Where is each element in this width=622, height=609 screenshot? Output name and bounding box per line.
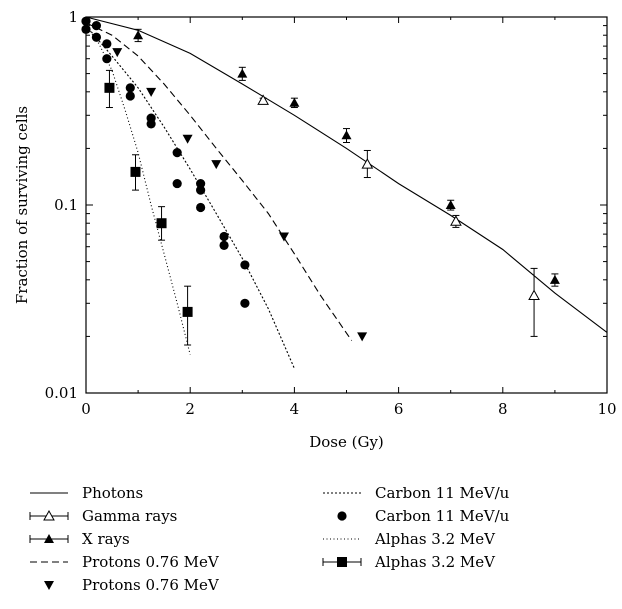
legend-item: Protons 0.76 MeV	[30, 553, 220, 571]
plot-frame	[85, 16, 608, 394]
data-point-carbon-11-mev-u	[172, 178, 182, 189]
series-line-carbon-11-mev-u	[85, 25, 295, 369]
data-point-carbon-11-mev-u	[240, 260, 250, 270]
data-point-x-rays	[445, 200, 456, 209]
data-point-alphas-3-2-mev	[104, 82, 115, 93]
axes-layer: 0 2 4 6 8 10 0.01 0.1 1	[45, 8, 617, 418]
data-point-carbon-11-mev-u	[219, 231, 229, 242]
legend-label: Photons	[82, 484, 143, 502]
x-tick-label: 6	[394, 400, 404, 418]
series-line-protons-0-76-mev	[85, 22, 353, 341]
legend-item: Carbon 11 MeV/u	[337, 507, 510, 525]
data-point-alphas-3-2-mev	[130, 166, 141, 177]
data-point-x-rays	[133, 30, 144, 40]
data-point-carbon-11-mev-u	[102, 54, 112, 64]
data-point-protons-0-76-mev	[182, 134, 193, 144]
data-point-x-rays	[341, 130, 352, 140]
legend-marker-swatch	[337, 511, 347, 521]
data-point-carbon-11-mev-u	[196, 178, 206, 189]
data-point-protons-0-76-mev	[278, 232, 289, 242]
data-point-carbon-11-mev-u	[240, 298, 250, 308]
x-tick-label: 4	[290, 400, 300, 418]
legend-marker-swatch	[337, 557, 347, 567]
data-point-gamma-rays	[528, 289, 540, 301]
data-point-x-rays	[289, 97, 300, 107]
legend-label: Alphas 3.2 MeV	[374, 553, 496, 571]
data-point-carbon-11-mev-u	[91, 21, 102, 31]
y-tick-label: 1	[68, 8, 78, 26]
x-tick-label: 2	[185, 400, 195, 418]
x-axis-label: Dose (Gy)	[309, 433, 384, 451]
data-point-protons-0-76-mev	[146, 87, 157, 97]
legend-label: Carbon 11 MeV/u	[375, 484, 510, 502]
legend: Photons Gamma rays X rays Protons 0.76 MeV P…	[29, 484, 510, 594]
data-point-x-rays	[549, 274, 560, 284]
legend-label: Carbon 11 MeV/u	[375, 507, 510, 525]
data-point-gamma-rays	[257, 94, 269, 105]
data-point-carbon-11-mev-u	[146, 119, 156, 129]
x-tick-label: 10	[597, 400, 616, 418]
legend-item: Alphas 3.2 MeV	[323, 530, 496, 548]
legend-item: Protons 0.76 MeV	[44, 576, 220, 594]
x-tick-label: 8	[498, 400, 508, 418]
data-point-alphas-3-2-mev	[182, 306, 193, 317]
legend-item: X rays	[29, 530, 130, 548]
legend-item: Gamma rays	[29, 507, 177, 525]
data-point-protons-0-76-mev	[357, 332, 368, 342]
data-point-carbon-11-mev-u	[196, 202, 206, 213]
series-line-photons	[85, 16, 608, 333]
data-point-gamma-rays	[361, 158, 374, 169]
legend-marker-swatch	[43, 509, 55, 521]
legend-item: Alphas 3.2 MeV	[322, 553, 496, 571]
legend-label: X rays	[82, 530, 130, 548]
legend-item: Carbon 11 MeV/u	[323, 484, 510, 502]
legend-label: Protons 0.76 MeV	[82, 553, 220, 571]
legend-label: Gamma rays	[82, 507, 177, 525]
legend-label: Alphas 3.2 MeV	[374, 530, 496, 548]
data-point-carbon-11-mev-u	[196, 185, 206, 195]
data-point-carbon-11-mev-u	[172, 147, 182, 158]
data-point-carbon-11-mev-u	[125, 91, 135, 101]
y-tick-label: 0.01	[45, 384, 78, 402]
data-point-alphas-3-2-mev	[156, 218, 167, 229]
data-point-carbon-11-mev-u	[91, 32, 102, 42]
markers-layer	[81, 16, 560, 346]
series-line-alphas-3-2-mev	[85, 25, 191, 355]
legend-label: Protons 0.76 MeV	[82, 576, 220, 594]
data-point-protons-0-76-mev	[211, 160, 222, 170]
legend-marker-swatch	[44, 534, 54, 543]
legend-item: Photons	[30, 484, 143, 502]
plot-border	[85, 16, 608, 394]
curves-layer	[85, 16, 608, 369]
data-point-carbon-11-mev-u	[125, 83, 135, 93]
legend-marker-swatch	[44, 581, 54, 590]
data-point-protons-0-76-mev	[112, 48, 123, 58]
data-point-carbon-11-mev-u	[102, 39, 112, 49]
data-point-x-rays	[237, 68, 248, 78]
data-point-carbon-11-mev-u	[219, 240, 229, 250]
y-tick-label: 0.1	[54, 196, 78, 214]
x-tick-label: 0	[81, 400, 91, 418]
data-point-gamma-rays	[450, 215, 462, 226]
data-point-carbon-11-mev-u	[81, 24, 91, 34]
y-axis-label: Fraction of surviving cells	[13, 106, 31, 304]
